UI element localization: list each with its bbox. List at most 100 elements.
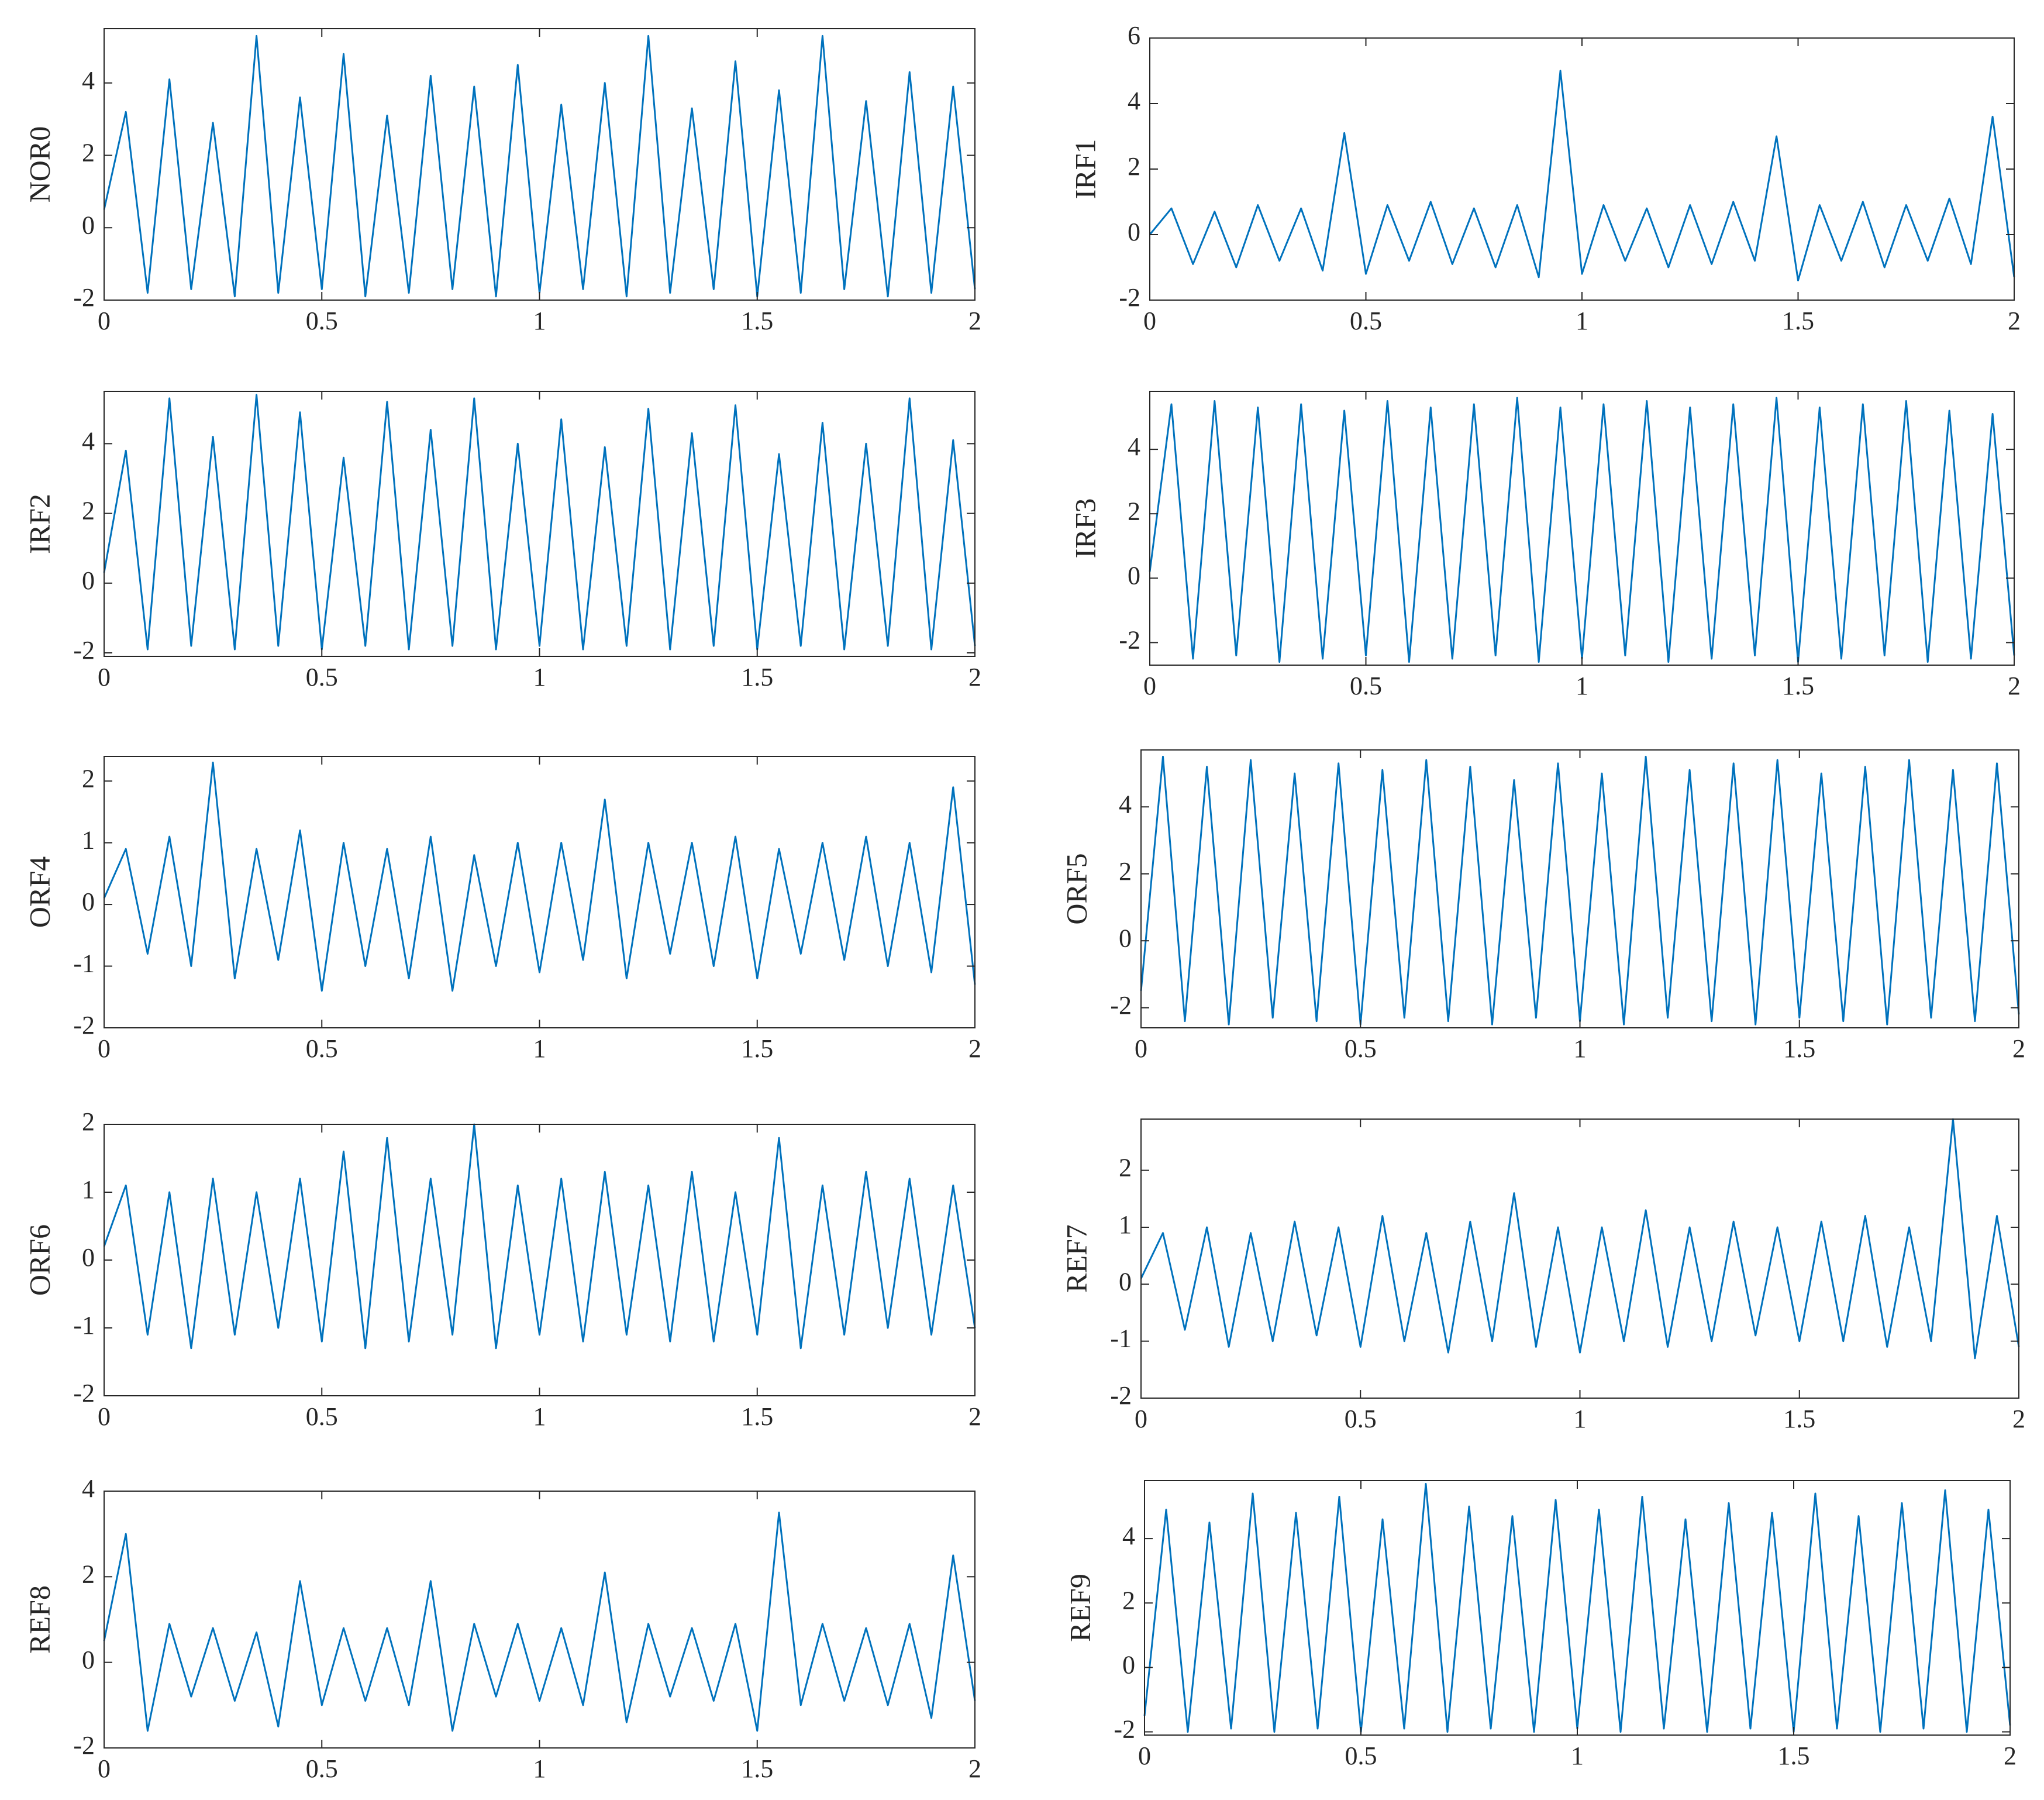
axes-background	[104, 756, 975, 1028]
y-axis-label: REF9	[1063, 1574, 1096, 1642]
y-tick-label: 1	[1119, 1210, 1132, 1239]
y-tick-label: 6	[1128, 21, 1140, 50]
subplot: 0 0.5 1 1.5 2 -2 -1 0 1 2 ORF4	[23, 756, 981, 1063]
y-tick-label: -2	[73, 1731, 95, 1760]
x-tick-label: 0.5	[1345, 1034, 1377, 1063]
y-tick-label: 0	[1128, 561, 1140, 590]
x-tick-label: 1	[533, 307, 546, 335]
axes-background	[1150, 38, 2014, 300]
y-tick-label: 2	[1119, 857, 1132, 886]
x-tick-label: 1.5	[1782, 672, 1814, 700]
y-tick-label: -1	[1110, 1324, 1132, 1353]
y-tick-label: -2	[73, 1011, 95, 1040]
x-tick-label: 1.5	[741, 663, 773, 691]
x-tick-label: 0	[98, 663, 111, 691]
y-tick-label: 2	[1128, 497, 1140, 525]
x-tick-label: 0.5	[306, 307, 338, 335]
y-tick-label: 4	[82, 1474, 95, 1503]
x-tick-label: 0	[98, 1402, 111, 1431]
x-tick-label: 1.5	[1783, 1405, 1815, 1433]
y-axis-label: IRF3	[1068, 498, 1101, 559]
x-tick-label: 1.5	[741, 1402, 773, 1431]
axes-background	[1141, 1119, 2019, 1398]
x-tick-label: 2	[968, 1754, 981, 1783]
y-tick-label: 4	[1122, 1522, 1135, 1550]
x-tick-label: 0.5	[306, 1402, 338, 1431]
y-axis-label: ORF6	[23, 1224, 56, 1296]
y-axis-label: NOR0	[23, 126, 56, 203]
signal-line	[1140, 1118, 2020, 1360]
x-tick-label: 0	[98, 1034, 111, 1063]
y-tick-label: 4	[1119, 790, 1132, 818]
x-tick-label: 1.5	[1783, 1034, 1815, 1063]
y-axis-label: IRF1	[1068, 139, 1101, 199]
y-tick-label: 0	[82, 1646, 95, 1674]
x-tick-label: 0	[1135, 1405, 1147, 1433]
x-tick-label: 1.5	[1782, 307, 1814, 335]
y-axis-label: IRF2	[23, 494, 56, 554]
signal-line	[103, 1512, 976, 1732]
y-tick-label: -2	[1119, 626, 1140, 655]
y-tick-label: 0	[82, 1243, 95, 1272]
y-tick-label: -2	[73, 636, 95, 665]
x-tick-label: 0.5	[1345, 1742, 1377, 1770]
y-tick-label: 2	[82, 1107, 95, 1136]
subplot: 0 0.5 1 1.5 2 -2 -1 0 1 2 ORF6	[23, 1107, 981, 1431]
x-tick-label: 0.5	[1350, 307, 1382, 335]
x-tick-label: 0	[1138, 1742, 1151, 1770]
y-tick-label: 2	[82, 764, 95, 793]
axes-background	[1145, 1481, 2010, 1735]
signal-line	[103, 394, 976, 651]
x-tick-label: 0	[1143, 672, 1156, 700]
axes-background	[104, 1491, 975, 1748]
axes-background	[104, 29, 975, 300]
y-tick-label: 0	[1119, 924, 1132, 952]
y-tick-label: 0	[1128, 218, 1140, 246]
x-tick-label: 2	[2012, 1405, 2025, 1433]
axes-background	[1150, 391, 2014, 665]
x-tick-label: 2	[2008, 672, 2021, 700]
x-tick-label: 0	[1135, 1034, 1147, 1063]
x-tick-label: 2	[2012, 1034, 2025, 1063]
y-tick-label: 0	[82, 566, 95, 595]
x-tick-label: 0.5	[306, 663, 338, 691]
y-tick-label: 2	[1119, 1154, 1132, 1182]
x-tick-label: 0.5	[306, 1034, 338, 1063]
x-tick-label: 1	[533, 1754, 546, 1783]
y-tick-label: -1	[73, 1311, 95, 1340]
y-tick-label: 2	[82, 139, 95, 167]
x-tick-label: 0.5	[1350, 672, 1382, 700]
y-tick-label: 2	[1122, 1586, 1135, 1615]
y-tick-label: 1	[82, 826, 95, 855]
x-tick-label: 2	[968, 1034, 981, 1063]
x-tick-label: 2	[968, 307, 981, 335]
y-axis-label: REF7	[1060, 1224, 1092, 1293]
y-tick-label: 4	[1128, 432, 1140, 461]
y-axis-label: ORF4	[23, 856, 56, 928]
y-tick-label: 4	[82, 427, 95, 456]
x-tick-label: 0.5	[306, 1754, 338, 1783]
axes-background	[1141, 750, 2019, 1028]
y-tick-label: 0	[82, 211, 95, 239]
y-tick-label: -2	[1114, 1715, 1135, 1744]
x-tick-label: 2	[968, 1402, 981, 1431]
x-tick-label: 1.5	[741, 307, 773, 335]
y-tick-label: 4	[82, 66, 95, 95]
x-tick-label: 1.5	[741, 1034, 773, 1063]
x-tick-label: 1	[1574, 1405, 1587, 1433]
y-tick-label: 2	[82, 497, 95, 525]
x-tick-label: 0	[98, 1754, 111, 1783]
x-tick-label: 2	[2008, 307, 2021, 335]
signal-line	[103, 762, 976, 992]
y-tick-label: -1	[73, 949, 95, 978]
signal-line	[103, 1123, 976, 1350]
y-tick-label: 2	[1128, 152, 1140, 181]
subplot: 0 0.5 1 1.5 2 -2 -1 0 1 2 REF7	[1060, 1118, 2025, 1433]
